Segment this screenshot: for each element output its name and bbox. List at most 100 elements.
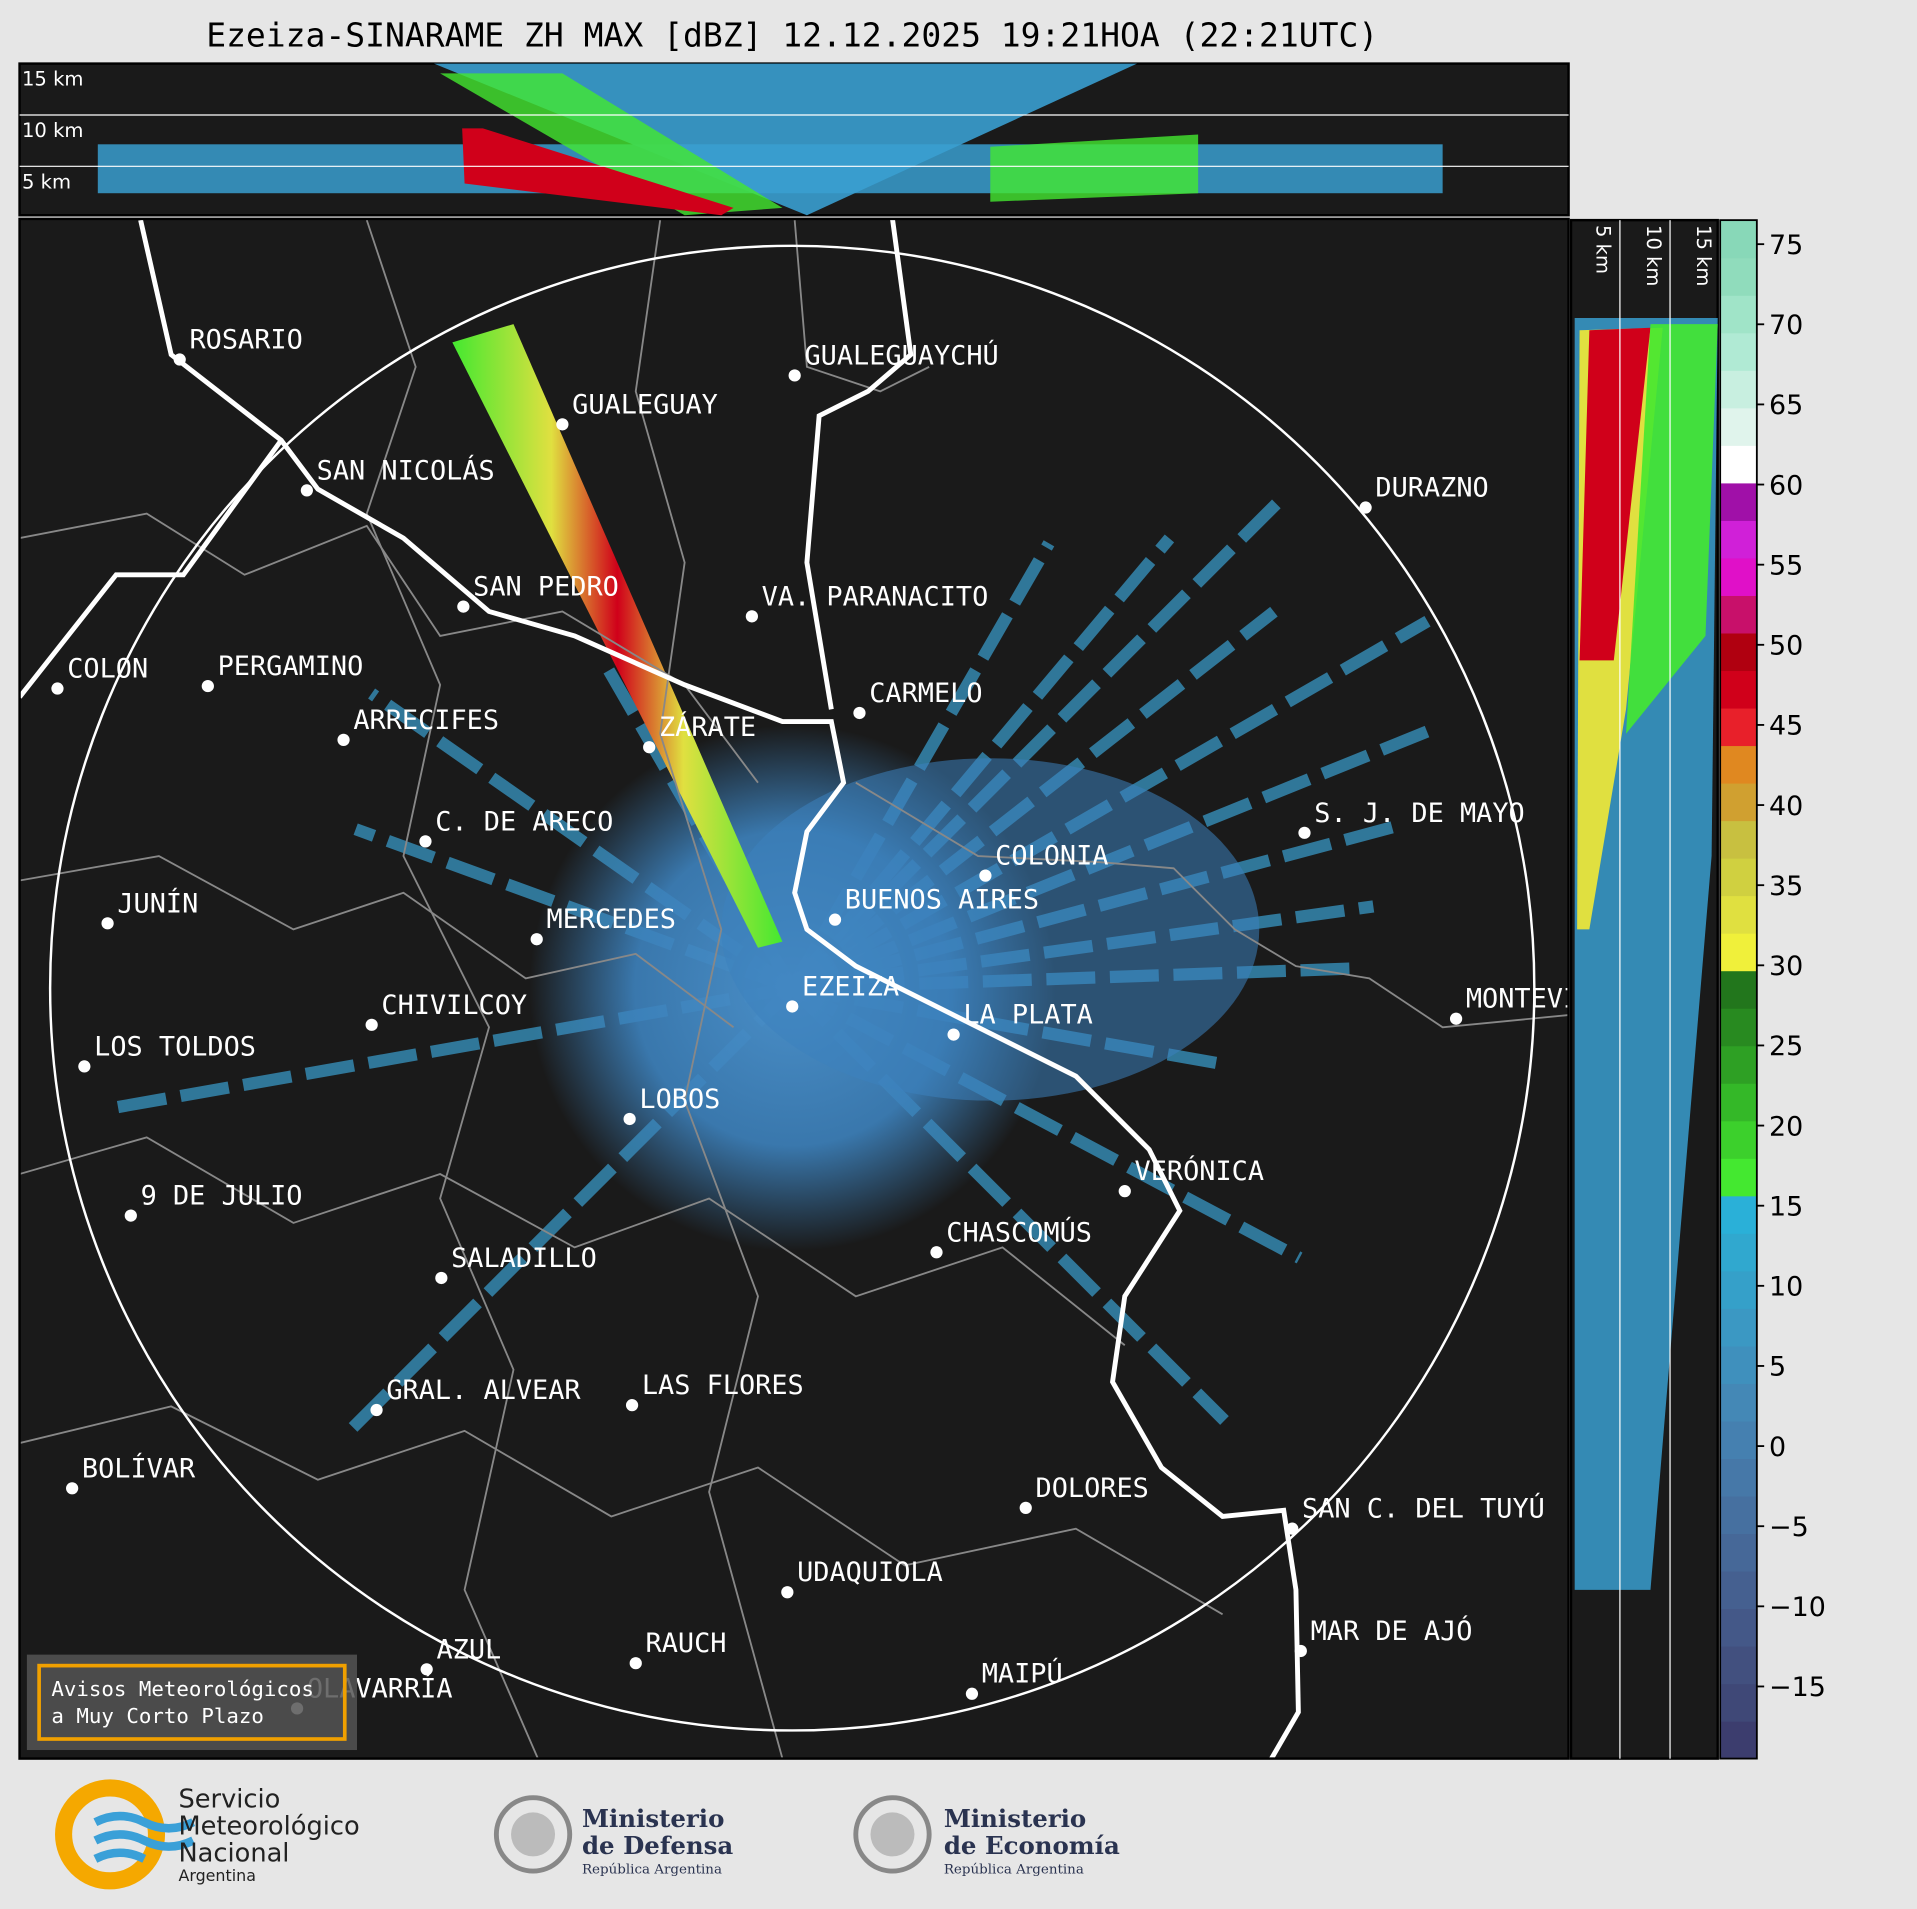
city-dot — [781, 1586, 794, 1599]
city-label: EZEIZA — [802, 971, 899, 1002]
city-label: LOBOS — [639, 1084, 720, 1115]
city-label: GUALEGUAY — [572, 389, 718, 420]
city-dot — [828, 913, 842, 926]
colorbar-band — [1720, 858, 1757, 897]
city-label: SAN NICOLÁS — [317, 454, 495, 486]
colorbar-band — [1720, 707, 1757, 747]
colorbar-tick-label: 55 — [1769, 550, 1803, 581]
colorbar-band — [1720, 1721, 1757, 1760]
colorbar-band — [1720, 407, 1757, 446]
logo-text: de Defensa — [582, 1831, 733, 1860]
city-label: VA. PARANACITO — [762, 581, 989, 612]
logo-defensa: Ministerio de Defensa República Argentin… — [493, 1795, 733, 1878]
colorbar-band — [1720, 670, 1757, 709]
city-label: PERGAMINO — [218, 651, 364, 682]
city-label: DURAZNO — [1375, 473, 1488, 504]
colorbar-tick-label: 30 — [1769, 951, 1803, 982]
city-dot — [745, 610, 758, 623]
colorbar-frame — [1719, 219, 1758, 1760]
city-dot — [786, 1000, 799, 1013]
city-label: MAIPÚ — [982, 1658, 1063, 1690]
city-label: ROSARIO — [189, 325, 302, 356]
city-label: CHIVILCOY — [381, 990, 527, 1021]
colorbar-band — [1720, 632, 1757, 672]
city-dot — [337, 733, 350, 746]
city-dot — [623, 1112, 636, 1126]
colorbar-tick-label: 0 — [1769, 1432, 1786, 1463]
colorbar-tick-label: 60 — [1769, 470, 1803, 501]
city-label: GUALEGUAYCHÚ — [804, 339, 998, 371]
city-label: VERÓNICA — [1135, 1155, 1265, 1187]
colorbar-band — [1720, 257, 1757, 296]
city-dot — [530, 933, 543, 946]
colorbar-band — [1720, 1158, 1757, 1197]
colorbar-band — [1720, 1270, 1757, 1309]
city-dot — [124, 1209, 137, 1222]
logo-economia: Ministerio de Economía República Argenti… — [853, 1795, 1120, 1878]
colorbar-band — [1720, 295, 1757, 334]
logo-text: de Economía — [944, 1831, 1120, 1860]
city-label: GRAL. ALVEAR — [386, 1375, 581, 1406]
colorbar-tick-label: 65 — [1769, 390, 1803, 421]
city-label: SAN C. DEL TUYÚ — [1302, 1493, 1545, 1525]
city-dot — [419, 835, 432, 848]
city-label: ARRECIFES — [353, 705, 499, 736]
city-dot — [965, 1687, 979, 1700]
colorbar-band — [1720, 745, 1757, 784]
colorbar-tick-label: 10 — [1769, 1272, 1803, 1303]
city-label: AZUL — [436, 1634, 501, 1665]
top-strip: 15 km 10 km 5 km — [18, 62, 1570, 217]
colorbar-tick-label: −5 — [1769, 1512, 1809, 1543]
colorbar-band — [1720, 445, 1757, 484]
colorbar-band — [1720, 1458, 1757, 1497]
colorbar-band — [1720, 1120, 1757, 1159]
city-label: S. J. DE MAYO — [1314, 798, 1524, 829]
height-label: 15 km — [1692, 225, 1715, 286]
colorbar-band — [1720, 895, 1757, 934]
notice-box: Avisos Meteorológicos a Muy Corto Plazo — [26, 1654, 357, 1751]
city-label: DOLORES — [1036, 1473, 1149, 1504]
city-label: 9 DE JULIO — [141, 1181, 303, 1212]
logo-text: Ministerio — [944, 1804, 1086, 1833]
colorbar-tick-label: 40 — [1769, 791, 1803, 822]
city-dot — [365, 1018, 378, 1031]
colorbar-band — [1720, 1683, 1757, 1722]
logo-smn: Servicio Meteorológico Nacional Argentin… — [55, 1779, 360, 1890]
colorbar-band — [1720, 933, 1757, 972]
city-label: MONTEVIDEO — [1466, 984, 1628, 1015]
city-dot — [435, 1271, 448, 1285]
title: Ezeiza-SINARAME ZH MAX [dBZ] 12.12.2025 … — [206, 15, 1378, 54]
city-label: C. DE ARECO — [435, 806, 613, 837]
city-label: MERCEDES — [546, 904, 676, 935]
colorbar-band — [1720, 595, 1757, 634]
city-dot — [101, 917, 114, 930]
city-dot — [420, 1663, 433, 1676]
city-dot — [1298, 826, 1311, 839]
city-label: UDAQUIOLA — [797, 1557, 943, 1588]
colorbar-band — [1720, 1308, 1757, 1347]
city-dot — [979, 869, 992, 882]
echo-spoke — [116, 982, 794, 1114]
colorbar-tick-label: 20 — [1769, 1111, 1803, 1142]
city-dot — [1449, 1012, 1463, 1025]
city-label: ZÁRATE — [659, 711, 756, 743]
colorbar-tick-label: 5 — [1769, 1352, 1786, 1383]
colorbar-tick-label: 75 — [1769, 230, 1803, 261]
city-dot — [201, 679, 214, 693]
city-label: JUNÍN — [117, 887, 198, 919]
colorbar-band — [1720, 1495, 1757, 1535]
colorbar-band — [1720, 1345, 1757, 1384]
notice-text: Avisos Meteorológicos — [51, 1677, 314, 1701]
city-label: COLONIA — [995, 841, 1108, 872]
city-label: COLON — [67, 654, 148, 685]
colorbar-tick-label: −10 — [1769, 1592, 1826, 1623]
city-label: CARMELO — [869, 678, 982, 709]
logo-text: Meteorológico — [178, 1811, 359, 1841]
colorbar-tick-label: 15 — [1769, 1191, 1803, 1222]
colorbar-band — [1720, 1533, 1757, 1572]
city-dot — [78, 1060, 91, 1073]
city-dot — [853, 706, 866, 720]
colorbar-band — [1720, 557, 1757, 596]
